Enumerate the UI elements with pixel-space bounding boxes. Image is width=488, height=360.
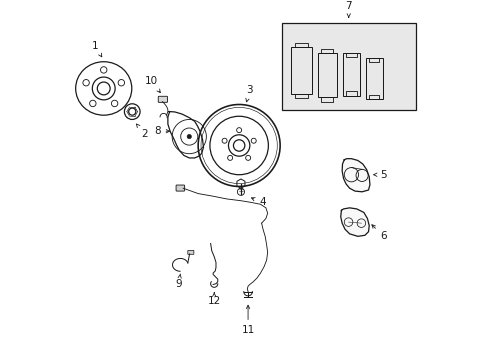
Polygon shape	[340, 208, 368, 237]
Text: 4: 4	[251, 198, 265, 207]
FancyBboxPatch shape	[187, 251, 193, 254]
Text: 6: 6	[371, 225, 386, 241]
FancyBboxPatch shape	[176, 185, 184, 191]
Bar	[317, 53, 336, 97]
Bar	[365, 58, 382, 99]
Bar	[342, 53, 360, 96]
Text: 3: 3	[245, 85, 253, 102]
Circle shape	[187, 134, 191, 139]
Text: 12: 12	[207, 293, 221, 306]
Text: 1: 1	[91, 41, 102, 57]
Text: 11: 11	[241, 305, 254, 335]
FancyBboxPatch shape	[158, 96, 167, 102]
Text: 5: 5	[373, 170, 386, 180]
Text: 8: 8	[154, 126, 169, 136]
Text: 10: 10	[145, 76, 160, 93]
Text: 7: 7	[345, 1, 351, 17]
Text: 9: 9	[175, 274, 182, 289]
Bar	[290, 48, 311, 94]
Bar	[282, 23, 415, 110]
Polygon shape	[342, 159, 369, 192]
Text: 2: 2	[136, 124, 148, 139]
